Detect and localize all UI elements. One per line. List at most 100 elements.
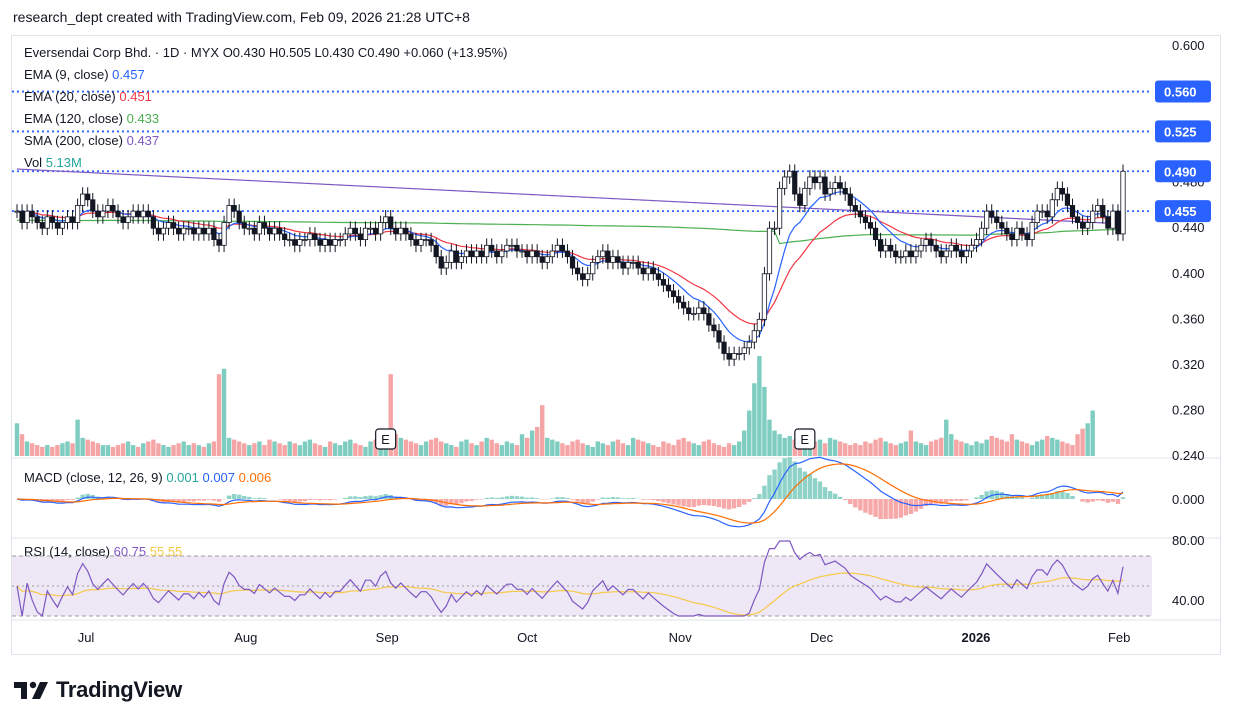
- macd-hist-bar: [752, 498, 757, 499]
- macd-hist-bar: [595, 499, 600, 500]
- macd-hist-bar: [231, 493, 237, 499]
- time-axis-label: 2026: [961, 630, 990, 645]
- volume-bar: [206, 443, 212, 456]
- candle-body: [630, 261, 636, 264]
- volume-bar: [322, 446, 328, 456]
- candle-body: [862, 216, 869, 223]
- macd-hist-bar: [964, 499, 969, 501]
- volume-bar: [428, 439, 434, 456]
- candle-body: [827, 187, 833, 195]
- macd-hist-bar: [1095, 499, 1100, 501]
- volume-bar: [287, 441, 292, 456]
- macd-hist-bar: [85, 493, 90, 499]
- candle-body: [403, 227, 409, 235]
- macd-hist-bar: [837, 496, 843, 499]
- candle-body: [842, 187, 848, 195]
- macd-hist-bar: [918, 499, 924, 509]
- candle-body: [716, 330, 722, 343]
- legend-indicator-2: EMA (120, close) 0.433: [24, 111, 159, 126]
- candle-body: [418, 239, 424, 246]
- volume-bar: [75, 419, 80, 456]
- tradingview-logo[interactable]: TradingView: [14, 677, 182, 703]
- volume-bar: [55, 445, 60, 456]
- volume-bar: [1039, 439, 1045, 456]
- volume-bar: [141, 443, 146, 456]
- volume-bar: [964, 443, 969, 456]
- candle-body: [590, 261, 596, 275]
- macd-hist-bar: [767, 475, 772, 499]
- macd-hist-bar: [1085, 499, 1090, 503]
- volume-bar: [575, 439, 580, 456]
- macd-hist-bar: [822, 487, 828, 499]
- candle-body: [529, 250, 535, 258]
- macd-hist-bar: [176, 499, 181, 503]
- volume-bar: [555, 441, 560, 456]
- volume-bar: [625, 445, 631, 456]
- macd-hist-bar: [322, 499, 328, 500]
- candle-body: [479, 250, 485, 258]
- candle-body: [221, 222, 227, 246]
- candle-body: [787, 170, 793, 178]
- volume-bar: [534, 426, 540, 456]
- volume-bar: [45, 445, 50, 456]
- macd-hist-bar: [661, 499, 666, 503]
- volume-bar: [671, 445, 676, 456]
- macd-hist-bar: [1014, 496, 1020, 499]
- volume-bar: [837, 441, 843, 456]
- candle-body: [342, 233, 348, 241]
- macd-hist-bar: [191, 499, 196, 502]
- candle-body: [1044, 210, 1050, 218]
- volume-bar: [529, 430, 535, 456]
- macd-hist-bar: [681, 499, 686, 507]
- macd-hist-bar: [959, 499, 964, 502]
- volume-bar: [610, 441, 616, 456]
- candle-body: [625, 261, 631, 269]
- volume-bar: [853, 443, 858, 456]
- volume-bar: [1019, 441, 1025, 456]
- volume-bar: [928, 441, 934, 456]
- volume-bar: [413, 443, 419, 456]
- macd-hist-bar: [343, 497, 348, 499]
- volume-bar: [14, 423, 20, 456]
- volume-bar: [959, 441, 964, 456]
- macd-hist-bar: [666, 499, 671, 504]
- candle-body: [44, 216, 50, 229]
- legend-indicator-1: EMA (20, close) 0.451: [24, 89, 152, 104]
- macd-hist-bar: [449, 499, 454, 505]
- macd-hist-bar: [827, 490, 833, 499]
- candle-body: [236, 210, 242, 223]
- candle-body: [150, 216, 156, 229]
- volume-bar: [327, 441, 333, 456]
- candle-body: [85, 193, 91, 201]
- macd-hist-bar: [873, 499, 878, 517]
- macd-hist-bar: [65, 499, 70, 501]
- macd-hist-bar: [630, 498, 636, 499]
- candle-body: [807, 176, 813, 189]
- candle-body: [1054, 187, 1060, 201]
- volume-bar: [832, 439, 838, 456]
- volume-bar: [312, 443, 318, 456]
- tradingview-logo-icon: [14, 681, 48, 699]
- chart-header: research_dept created with TradingView.c…: [13, 9, 470, 25]
- candle-body: [564, 250, 571, 258]
- candle-body: [49, 216, 55, 223]
- volume-bar: [1070, 445, 1075, 456]
- macd-hist-bar: [908, 499, 914, 515]
- candle-body: [928, 239, 934, 246]
- macd-hist-bar: [944, 499, 949, 503]
- macd-hist-bar: [580, 499, 585, 504]
- chart-canvas[interactable]: 0.6000.4800.4400.4000.3600.3200.2800.240…: [12, 36, 1220, 654]
- macd-hist-bar: [75, 497, 80, 499]
- candle-body: [867, 222, 874, 229]
- candle-body: [302, 239, 308, 242]
- volume-bar: [752, 383, 757, 456]
- macd-hist-bar: [312, 499, 318, 500]
- candle-body: [569, 256, 576, 269]
- chart-frame[interactable]: 0.6000.4800.4400.4000.3600.3200.2800.240…: [11, 35, 1221, 655]
- candle-body: [196, 227, 202, 235]
- price-level-label: 0.490: [1164, 164, 1197, 179]
- volume-bar: [787, 436, 792, 456]
- macd-histogram: [19, 457, 1126, 520]
- candle-body: [216, 239, 222, 246]
- price-tick-label: 0.280: [1172, 402, 1205, 417]
